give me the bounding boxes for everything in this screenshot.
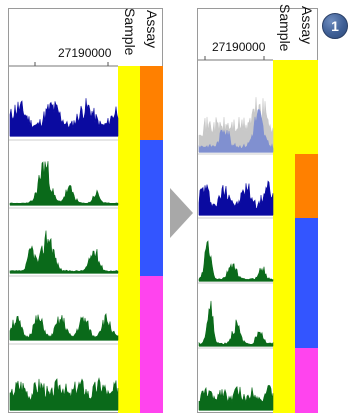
right-sample-bar — [273, 60, 295, 413]
right-axis-coordinate-label: 27190000 — [212, 40, 266, 54]
right-assay-bar-magenta — [295, 348, 318, 413]
right-track-blue — [198, 180, 274, 216]
left-track-green-4 — [9, 377, 119, 411]
right-track-green-3 — [198, 384, 274, 411]
right-track-green-2 — [198, 300, 274, 347]
transition-arrow — [170, 188, 193, 238]
left-assay-bar-magenta — [140, 276, 163, 413]
left-sample-bar — [118, 66, 140, 413]
right-track-overlay-blue — [198, 108, 274, 153]
right-assay-bar-orange — [295, 154, 318, 218]
step-number-badge: 1 — [322, 13, 348, 39]
left-track-blue — [9, 98, 119, 137]
left-track-green-3 — [9, 313, 119, 341]
left-track-green-1 — [9, 161, 119, 206]
left-axis-coordinate-label: 27190000 — [58, 46, 112, 60]
right-assay-bar-yellow — [295, 60, 318, 154]
right-track-green-1 — [198, 240, 274, 282]
left-assay-bar-blue — [140, 140, 163, 276]
left-assay-bar-orange — [140, 66, 163, 140]
left-track-green-2 — [9, 230, 119, 274]
right-assay-bar-blue — [295, 218, 318, 348]
